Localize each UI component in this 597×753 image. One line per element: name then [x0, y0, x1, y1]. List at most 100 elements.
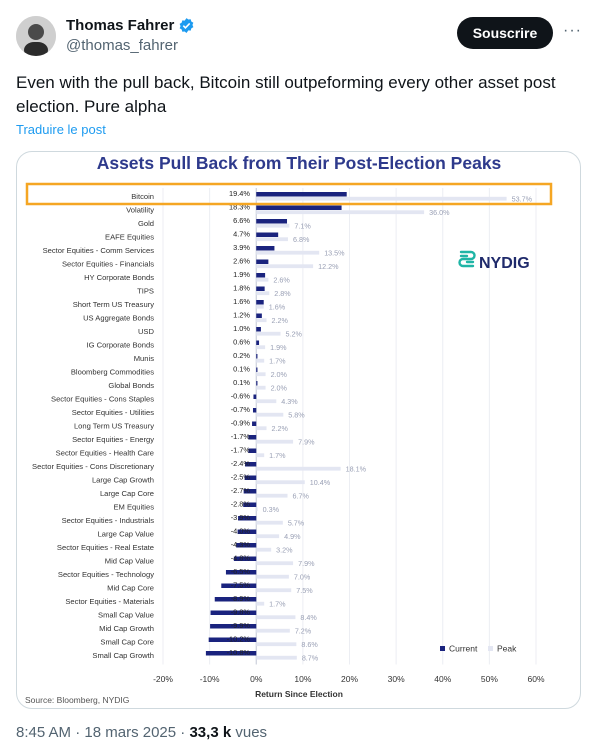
current-value-label: -4.8% — [231, 554, 251, 563]
current-value-label: 2.6% — [233, 257, 250, 266]
current-value-label: 4.7% — [233, 230, 250, 239]
bar-current — [248, 435, 257, 440]
current-value-label: 6.6% — [233, 216, 250, 225]
category-label: Mid Cap Growth — [99, 624, 154, 633]
peak-value-label: 5.8% — [288, 411, 305, 420]
category-label: Mid Cap Value — [105, 557, 154, 566]
nydig-logo: NYDIG — [458, 250, 530, 272]
bar-current — [256, 273, 266, 278]
bar-peak — [256, 615, 296, 620]
bar-peak — [256, 223, 290, 228]
bar-peak — [256, 601, 265, 606]
bar-peak — [256, 291, 270, 296]
legend-swatch-current — [440, 646, 445, 651]
peak-value-label: 7.2% — [295, 627, 312, 636]
category-label: EAFE Equities — [105, 233, 154, 242]
category-label: EM Equities — [113, 503, 154, 512]
x-tick-label: 60% — [527, 674, 544, 684]
category-label: HY Corporate Bonds — [84, 273, 154, 282]
peak-value-label: 1.7% — [269, 600, 286, 609]
author-handle[interactable]: @thomas_fahrer — [66, 37, 178, 54]
subscribe-button[interactable]: Souscrire — [457, 17, 553, 49]
bar-peak — [256, 426, 267, 431]
category-label: Munis — [134, 354, 154, 363]
peak-value-label: 1.7% — [269, 451, 286, 460]
chart-legend: Current Peak — [440, 644, 517, 654]
current-value-label: -10.8% — [227, 648, 251, 657]
legend-label-peak: Peak — [497, 644, 517, 654]
more-options-icon[interactable]: ··· — [563, 22, 582, 39]
nydig-logo-mark — [458, 250, 476, 268]
bar-current — [248, 448, 257, 453]
bar-current — [256, 327, 261, 332]
tweet-time[interactable]: 8:45 AM — [16, 724, 72, 741]
current-value-label: -0.6% — [231, 392, 251, 401]
bar-current — [236, 543, 257, 548]
current-value-label: -8.9% — [231, 594, 251, 603]
highlight-box — [25, 182, 553, 206]
bar-current — [253, 394, 257, 399]
current-value-label: 1.2% — [233, 311, 250, 320]
bar-peak — [256, 196, 507, 201]
peak-value-label: 7.1% — [294, 222, 311, 231]
bar-current — [256, 232, 279, 237]
bar-current — [221, 583, 257, 588]
view-count-label: vues — [235, 724, 268, 741]
category-label: Small Cap Growth — [92, 651, 154, 660]
bar-peak — [256, 385, 266, 390]
author-name[interactable]: Thomas Fahrer — [66, 17, 175, 34]
chart-source: Source: Bloomberg, NYDIG — [25, 695, 129, 705]
current-value-label: 0.1% — [233, 378, 250, 387]
bar-current — [256, 219, 288, 224]
current-value-label: -6.5% — [231, 567, 251, 576]
bar-peak — [256, 331, 281, 336]
current-value-label: -2.5% — [231, 473, 251, 482]
category-label: Sector Equities - Technology — [58, 570, 154, 579]
category-label: Sector Equities - Comm Services — [43, 246, 155, 255]
tweet-date[interactable]: 18 mars 2025 — [84, 724, 177, 741]
current-value-label: -2.4% — [231, 459, 251, 468]
bar-peak — [256, 358, 265, 363]
peak-value-label: 13.5% — [324, 249, 345, 258]
verified-badge-icon — [180, 18, 194, 33]
peak-value-label: 2.6% — [273, 276, 290, 285]
peak-value-label: 7.5% — [296, 586, 313, 595]
translate-link[interactable]: Traduire le post — [16, 122, 106, 137]
category-label: Large Cap Core — [100, 489, 154, 498]
bar-current — [245, 462, 257, 467]
peak-value-label: 3.2% — [276, 546, 293, 555]
current-value-label: -0.9% — [231, 419, 251, 428]
category-label: Bloomberg Commodities — [71, 368, 154, 377]
category-label: Long Term US Treasury — [74, 422, 154, 431]
bar-peak — [256, 534, 280, 539]
bar-peak — [256, 345, 266, 350]
current-value-label: -0.7% — [231, 405, 251, 414]
bar-current — [252, 408, 257, 413]
bar-current — [256, 286, 265, 291]
peak-value-label: 7.0% — [294, 573, 311, 582]
category-label: Sector Equities - Industrials — [62, 516, 155, 525]
bar-current — [238, 516, 257, 521]
tweet-text: Even with the pull back, Bitcoin still o… — [16, 73, 556, 116]
current-value-label: -4.3% — [231, 540, 251, 549]
bar-current — [210, 624, 257, 629]
current-value-label: 1.0% — [233, 324, 250, 333]
current-value-label: 0.6% — [233, 338, 250, 347]
x-axis-label: Return Since Election — [255, 689, 343, 699]
category-label: Global Bonds — [108, 381, 154, 390]
tweet-media-chart[interactable]: Assets Pull Back from Their Post-Electio… — [16, 151, 581, 709]
bar-current — [256, 354, 258, 359]
bar-current — [214, 597, 257, 602]
peak-value-label: 1.9% — [270, 343, 287, 352]
bar-current — [233, 556, 257, 561]
avatar[interactable] — [16, 16, 56, 56]
peak-value-label: 1.7% — [269, 357, 286, 366]
bar-peak — [256, 520, 283, 525]
x-tick-label: 50% — [481, 674, 498, 684]
bar-peak — [256, 453, 265, 458]
category-label: Sector Equities - Real Estate — [57, 543, 154, 552]
bar-peak — [256, 412, 284, 417]
nydig-logo-text: NYDIG — [479, 255, 530, 272]
bar-current — [244, 475, 257, 480]
bar-current — [208, 637, 257, 642]
